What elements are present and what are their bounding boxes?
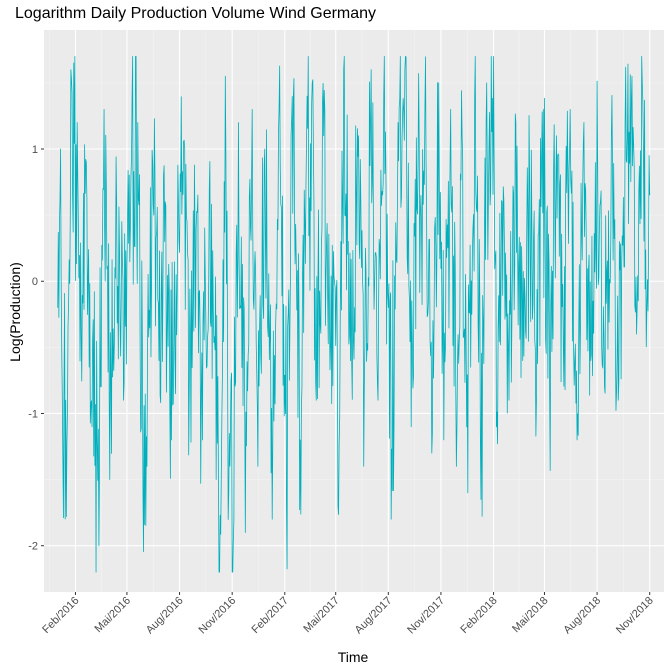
x-tick-label: Aug/2017: [353, 595, 395, 637]
x-tick-label: Aug/2016: [144, 595, 186, 637]
x-tick-label: Feb/2017: [250, 595, 291, 636]
x-tick-label: Aug/2018: [561, 595, 603, 637]
y-tick-label: -1: [28, 408, 38, 420]
y-tick-label: -2: [28, 541, 38, 553]
x-tick-label: Nov/2016: [197, 595, 239, 637]
y-axis-title: Log(Production): [7, 262, 23, 362]
x-tick-label: Nov/2018: [614, 595, 656, 637]
x-axis-title: Time: [338, 649, 369, 665]
series-line-production: [57, 56, 651, 573]
x-tick-label: Feb/2016: [40, 595, 81, 636]
x-axis: Feb/2016 Mai/2016 Aug/2016 Nov/2016 Feb/2017…: [40, 592, 656, 636]
y-tick-label: 0: [32, 276, 38, 288]
series-production: [57, 56, 651, 573]
x-tick-label: Nov/2017: [405, 595, 447, 637]
chart-title: Logarithm Daily Production Volume Wind G…: [15, 5, 377, 22]
x-tick-label: Feb/2018: [458, 595, 499, 636]
y-axis: -2 -1 0 1: [28, 144, 44, 553]
x-tick-label: Mai/2018: [510, 595, 550, 635]
x-tick-label: Mai/2016: [93, 595, 133, 635]
x-tick-label: Mai/2017: [301, 595, 341, 635]
y-tick-label: 1: [32, 144, 38, 156]
